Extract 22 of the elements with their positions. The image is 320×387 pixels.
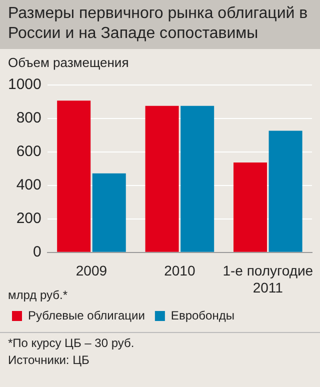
chart-title: Размеры первичного рынка облигаций в России и на Западе сопоставимы: [0, 0, 320, 49]
bar: [268, 130, 302, 252]
x-tick-label: 2009: [76, 262, 108, 279]
y-tick-label: 600: [16, 143, 42, 160]
text: *По курсу ЦБ – 30 руб.: [0, 332, 320, 350]
y-tick-label: 1000: [8, 76, 42, 94]
text: млрд руб.*: [8, 288, 68, 302]
y-tick-label: 400: [16, 176, 42, 194]
bar: [57, 100, 91, 252]
x-tick-label: 1-е полугодие 2011: [222, 262, 314, 296]
y-tick-label: 0: [33, 244, 42, 261]
y-tick-label: 800: [16, 110, 42, 127]
x-tick-label: 2010: [164, 262, 196, 279]
legend-label: Евробонды: [170, 308, 234, 322]
bar: [233, 162, 268, 252]
legend-label: Рублевые облигации: [28, 308, 145, 322]
bar: [92, 173, 126, 252]
text: Источники: ЦБ: [7, 352, 90, 367]
bar: [180, 106, 214, 252]
bar: [145, 106, 179, 252]
y-tick-label: 200: [16, 210, 42, 228]
chart-subtitle: Объем размещения: [7, 54, 130, 70]
